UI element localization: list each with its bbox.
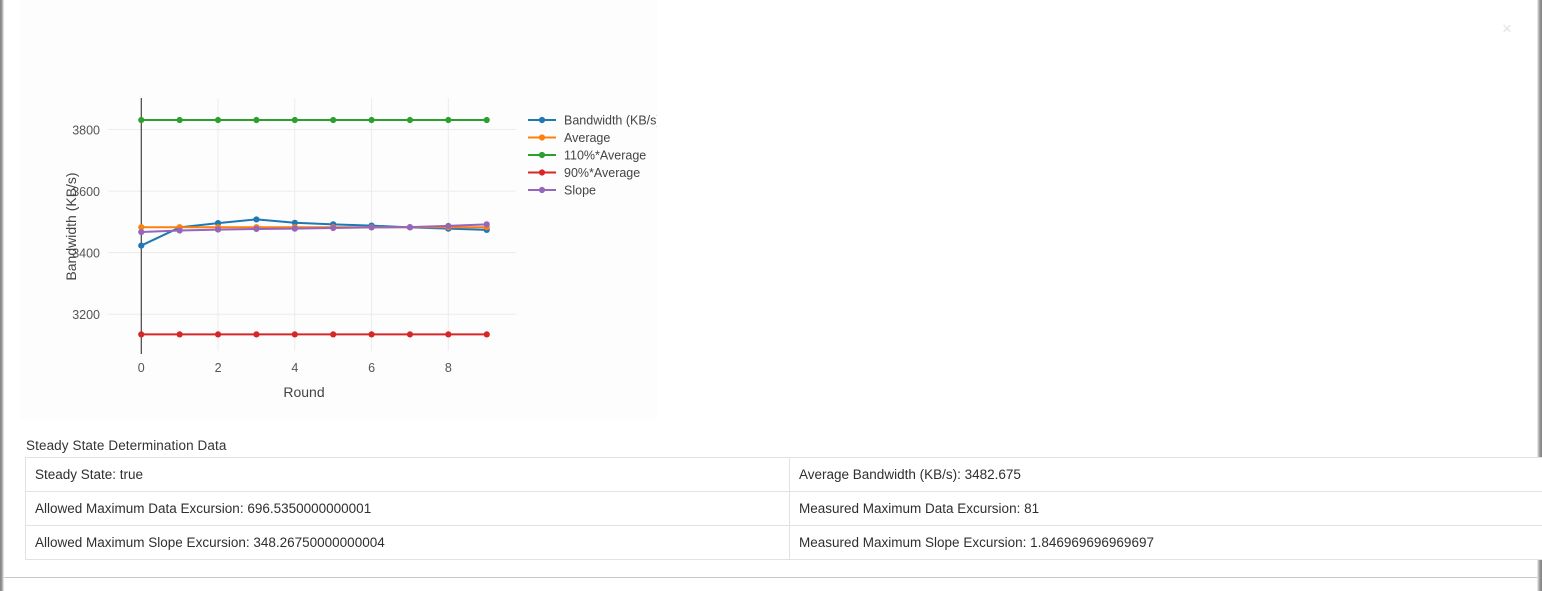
legend-marker xyxy=(538,169,546,176)
table-row: Steady State: true Average Bandwidth (KB/… xyxy=(25,457,1542,492)
series-marker xyxy=(330,224,337,232)
series-marker xyxy=(214,331,222,338)
y-tick-label: 3400 xyxy=(72,247,100,261)
legend-label: Slope xyxy=(564,184,596,198)
series-marker xyxy=(406,224,414,231)
table-cell-left: Allowed Maximum Slope Excursion: 348.267… xyxy=(25,525,790,560)
series-marker xyxy=(330,331,337,338)
legend-marker xyxy=(538,186,546,194)
series-marker xyxy=(253,116,260,124)
series-marker xyxy=(368,224,375,231)
series-marker xyxy=(176,116,183,124)
series-marker xyxy=(138,331,145,338)
table-cell-left: Allowed Maximum Data Excursion: 696.5350… xyxy=(25,491,790,526)
legend-label: 110%*Average xyxy=(564,149,646,163)
series-marker xyxy=(176,227,183,234)
series-marker xyxy=(291,219,298,226)
series-marker xyxy=(445,222,452,229)
series-marker xyxy=(445,116,452,124)
series-marker xyxy=(368,116,375,124)
series-line xyxy=(140,223,488,234)
series-marker xyxy=(291,116,298,124)
modal-panel: × 3200 3400 3600 3800 0 2 4 6 8 Round Bandwidth (K… xyxy=(4,0,1542,578)
series-marker xyxy=(138,228,145,236)
table-cell-right: Measured Maximum Slope Excursion: 1.8469… xyxy=(789,525,1542,560)
series-marker xyxy=(176,331,183,338)
y-tick-label: 3200 xyxy=(72,308,100,322)
series-marker xyxy=(138,242,145,249)
table-cell-right: Measured Maximum Data Excursion: 81 xyxy=(789,491,1542,526)
table-row: Allowed Maximum Data Excursion: 696.5350… xyxy=(25,491,1542,526)
y-tick-label: 3600 xyxy=(72,185,100,199)
page-left-edge xyxy=(0,0,4,591)
series-marker xyxy=(253,225,260,233)
y-tick-label: 3800 xyxy=(72,124,100,138)
series-marker xyxy=(291,331,298,338)
legend-marker xyxy=(538,134,546,141)
y-axis-label: Bandwidth (KB/s) xyxy=(63,172,79,280)
chart-svg: 3200 3400 3600 3800 0 2 4 6 8 Round Bandwidth (KB/… xyxy=(20,0,657,421)
series-marker xyxy=(406,116,414,124)
series-marker xyxy=(291,225,298,232)
legend-marker xyxy=(538,151,546,159)
table-cell-right: Average Bandwidth (KB/s): 3482.675 xyxy=(789,457,1542,492)
series-marker xyxy=(253,216,260,223)
page-right-edge xyxy=(1537,0,1542,591)
steady-state-table: Steady State: true Average Bandwidth (KB/… xyxy=(25,457,1542,560)
series-marker xyxy=(483,331,490,338)
x-tick-label: 4 xyxy=(291,361,298,375)
table-cell-left: Steady State: true xyxy=(25,457,790,492)
series-marker xyxy=(330,116,337,124)
series-marker xyxy=(483,221,490,228)
series-marker xyxy=(138,224,145,231)
series-marker xyxy=(253,331,260,338)
series-marker xyxy=(406,331,414,338)
series-marker xyxy=(445,331,452,338)
legend-label: Bandwidth (KB/s) xyxy=(564,114,657,128)
series-marker xyxy=(368,331,375,338)
x-tick-label: 6 xyxy=(368,361,375,375)
close-icon[interactable]: × xyxy=(1502,19,1512,38)
chart-background xyxy=(20,0,657,421)
series-marker xyxy=(483,116,490,124)
legend-label: 90%*Average xyxy=(564,166,640,180)
x-tick-label: 0 xyxy=(138,361,145,375)
x-tick-label: 2 xyxy=(215,361,222,375)
legend-marker xyxy=(538,116,546,124)
table-row: Allowed Maximum Slope Excursion: 348.267… xyxy=(25,525,1542,560)
series-marker xyxy=(214,116,222,124)
series-marker xyxy=(138,116,145,124)
x-tick-label: 8 xyxy=(445,361,452,375)
table-title: Steady State Determination Data xyxy=(26,438,227,453)
series-marker xyxy=(214,226,222,233)
bandwidth-chart: 3200 3400 3600 3800 0 2 4 6 8 Round Bandwidth (KB/… xyxy=(20,0,657,421)
legend-label: Average xyxy=(564,131,610,145)
x-axis-label: Round xyxy=(283,384,324,400)
